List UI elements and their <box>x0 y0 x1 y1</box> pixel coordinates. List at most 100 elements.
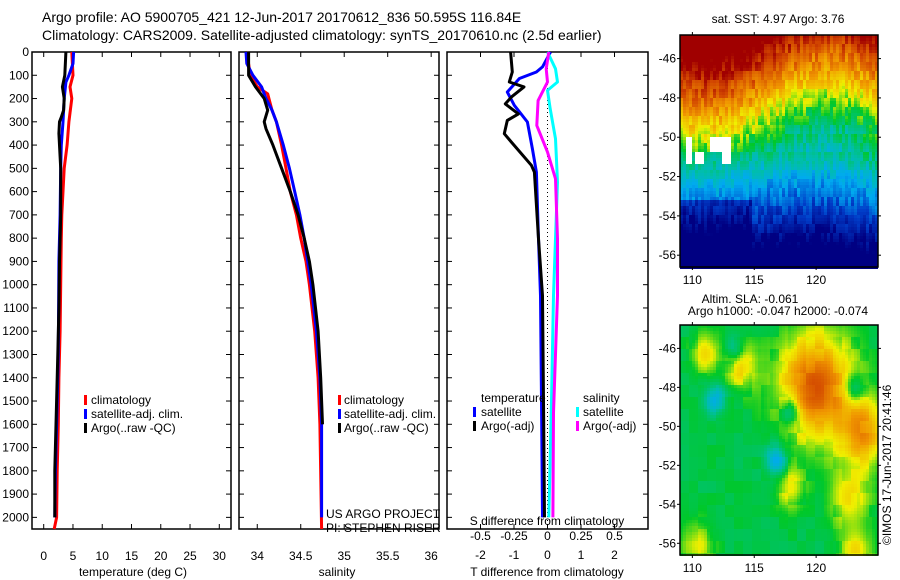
sst-cell <box>782 212 785 215</box>
sst-cell <box>767 134 770 137</box>
sst-cell <box>860 203 863 206</box>
sst-cell <box>719 200 722 203</box>
sst-cell <box>743 164 746 167</box>
sst-cell <box>692 113 695 116</box>
sst-cell <box>698 215 701 218</box>
sst-cell <box>809 164 812 167</box>
sst-cell <box>725 44 728 47</box>
sst-cell <box>785 188 788 191</box>
sst-cell <box>746 242 749 245</box>
sst-cell <box>785 143 788 146</box>
sst-cell <box>836 203 839 206</box>
sst-cell <box>845 53 848 56</box>
sst-cell <box>686 155 689 158</box>
sst-cell <box>761 65 764 68</box>
sst-cell <box>734 98 737 101</box>
sst-cell <box>842 188 845 191</box>
sst-cell <box>698 209 701 212</box>
sst-cell <box>854 251 857 254</box>
sst-cell <box>788 107 791 110</box>
sst-cell <box>716 149 719 152</box>
sst-cell <box>857 41 860 44</box>
sst-cell <box>794 233 797 236</box>
sst-cell <box>785 170 788 173</box>
sst-cell <box>857 95 860 98</box>
sst-cell <box>701 107 704 110</box>
sst-cell <box>704 191 707 194</box>
sst-cell <box>704 35 707 38</box>
sst-cell <box>722 224 725 227</box>
sst-cell <box>788 89 791 92</box>
sst-cell <box>809 254 812 257</box>
sst-cell <box>713 80 716 83</box>
sst-cell <box>728 131 731 134</box>
sst-cell <box>803 77 806 80</box>
sst-cell <box>773 170 776 173</box>
sst-cell <box>731 194 734 197</box>
sst-cell <box>692 143 695 146</box>
sst-cell <box>683 260 686 263</box>
sst-cell <box>719 116 722 119</box>
sst-cell <box>746 173 749 176</box>
sst-cell <box>788 62 791 65</box>
sst-cell <box>692 182 695 185</box>
sst-cell <box>770 65 773 68</box>
sst-cell <box>770 188 773 191</box>
sst-cell <box>683 170 686 173</box>
sst-cell <box>803 221 806 224</box>
sst-cell <box>821 200 824 203</box>
sst-cell <box>836 257 839 260</box>
sst-cell <box>749 260 752 263</box>
sst-cell <box>701 116 704 119</box>
sst-cell <box>752 146 755 149</box>
sst-cell <box>857 59 860 62</box>
sst-cell <box>737 191 740 194</box>
sst-cell <box>698 176 701 179</box>
sst-cell <box>791 89 794 92</box>
sst-cell <box>695 77 698 80</box>
sst-cell <box>860 218 863 221</box>
sst-cell <box>854 167 857 170</box>
sst-cell <box>680 86 683 89</box>
sst-cell <box>851 227 854 230</box>
sst-cell <box>758 113 761 116</box>
sst-cell <box>743 131 746 134</box>
sst-cell <box>776 137 779 140</box>
sst-cell <box>737 158 740 161</box>
sst-cell <box>842 110 845 113</box>
sst-cell <box>716 158 719 161</box>
sst-cell <box>785 134 788 137</box>
sst-cell <box>728 209 731 212</box>
sst-cell <box>731 176 734 179</box>
sst-cell <box>737 227 740 230</box>
sst-cell <box>797 218 800 221</box>
sst-cell <box>749 155 752 158</box>
sst-cell <box>698 134 701 137</box>
sst-cell <box>848 257 851 260</box>
sst-cell <box>860 101 863 104</box>
sst-cell <box>851 152 854 155</box>
series-line-salinity-satellite <box>546 51 559 518</box>
sst-cell <box>806 122 809 125</box>
sst-cell <box>800 89 803 92</box>
sst-cell <box>734 206 737 209</box>
sst-cell <box>836 89 839 92</box>
sst-cell <box>824 152 827 155</box>
sst-cell <box>680 98 683 101</box>
sst-cell <box>785 128 788 131</box>
sst-cell <box>785 41 788 44</box>
sst-cell <box>737 62 740 65</box>
sst-cell <box>707 173 710 176</box>
sst-cell <box>758 98 761 101</box>
sst-cell <box>800 92 803 95</box>
sst-cell <box>746 125 749 128</box>
sst-cell <box>710 68 713 71</box>
sst-cell <box>821 77 824 80</box>
sst-cell <box>809 38 812 41</box>
sst-cell <box>704 245 707 248</box>
sst-cell <box>698 44 701 47</box>
sst-cell <box>839 155 842 158</box>
sst-cell <box>839 131 842 134</box>
sst-cell <box>749 248 752 251</box>
sst-cell <box>689 254 692 257</box>
